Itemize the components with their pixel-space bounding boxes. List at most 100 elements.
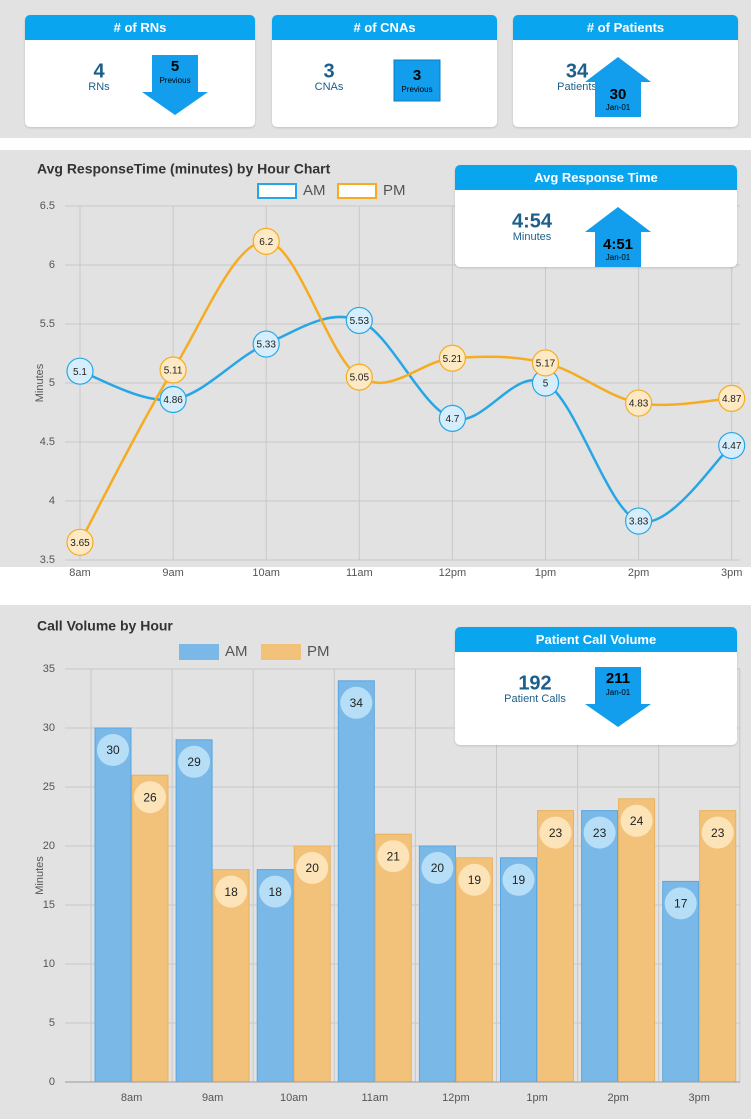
legend-swatch [179,644,219,660]
data-label: 5.11 [164,366,183,377]
x-tick-label: 8am [69,567,90,579]
data-label: 34 [350,696,364,710]
data-point [66,357,94,385]
data-label: 5 [543,379,549,390]
card-label: RNs [88,81,110,93]
bar [94,727,132,1083]
data-label: 18 [269,885,283,899]
chart-title: Avg ResponseTime (minutes) by Hour Chart [37,161,331,177]
y-tick-label: 5.5 [40,318,55,330]
card-label: Patient Calls [504,693,566,705]
card-label: Patients [557,81,597,93]
x-tick-label: 1pm [535,567,556,579]
y-tick-label: 4.5 [40,436,55,448]
legend-label: AM [225,643,248,660]
compare-value: 5 [171,58,179,75]
stat-card: # of CNAs 3 CNAs 3 Previous [272,15,497,127]
stat-card: Patient Call Volume 192 Patient Calls 211 Ja… [455,627,737,745]
data-point [718,384,746,412]
bar [581,810,619,1083]
legend-label: PM [383,182,406,199]
y-tick-label: 15 [43,899,55,911]
x-tick-label: 12pm [439,567,467,579]
data-label-bg [296,852,329,884]
data-label: 5.05 [350,373,370,384]
data-label: 4.83 [629,399,649,410]
data-label: 5.17 [536,359,556,370]
data-label: 4.86 [163,395,183,406]
data-label: 19 [468,873,482,887]
data-point [624,389,653,417]
data-label: 5.21 [443,354,463,365]
data-label-bg [134,781,166,814]
data-label-bg [340,686,373,719]
x-tick-label: 10am [280,1092,308,1104]
y-tick-label: 10 [43,958,55,970]
bar [618,798,656,1083]
y-tick-label: 5 [49,1017,55,1029]
data-point [718,431,746,460]
data-point [438,404,466,432]
x-tick-label: 3pm [721,567,742,579]
bar [337,680,375,1083]
bar [374,833,412,1083]
x-tick-label: 1pm [526,1092,547,1104]
x-tick-label: 9am [162,567,183,579]
data-label: 3.83 [629,517,649,528]
data-label: 19 [512,873,526,887]
card-value: 4:54 [512,210,553,232]
y-tick-label: 6.5 [40,200,55,212]
x-tick-label: 12pm [442,1092,470,1104]
bar [699,810,737,1083]
data-label-bg [421,852,454,884]
data-label-bg [377,840,410,873]
data-point [159,385,187,414]
card-value: 34 [566,60,589,82]
compare-label: Previous [159,76,190,85]
card-label: Minutes [513,231,552,243]
y-tick-label: 3.5 [40,554,55,566]
data-label: 20 [431,861,445,875]
stat-card: # of Patients 34 Patients 30 Jan-01 [513,15,738,127]
y-tick-label: 6 [49,259,55,271]
data-label-bg [664,887,697,920]
data-label-bg [259,875,292,908]
card-value: 3 [323,60,334,82]
data-label: 26 [143,790,157,804]
data-point [252,227,280,255]
data-label: 23 [711,826,725,840]
chart-title: Call Volume by Hour [37,618,173,634]
bar [418,845,456,1083]
compare-box [393,59,441,102]
data-label-bg [701,816,734,849]
y-axis-label: Minutes [34,363,46,402]
bar [175,739,213,1083]
data-point [624,507,653,535]
x-tick-label: 11am [361,1092,388,1104]
y-tick-label: 4 [49,495,55,507]
y-tick-label: 25 [43,781,55,793]
y-tick-label: 30 [43,722,55,734]
legend-swatch [261,644,301,660]
card-label: CNAs [315,81,344,93]
card-value: 192 [518,672,551,694]
card-value: 4 [93,60,105,82]
data-label-bg [215,875,248,908]
compare-label: Jan-01 [606,103,631,112]
bar [293,845,331,1083]
data-label-bg [620,804,653,837]
arrow-up [585,207,651,267]
compare-label: Jan-01 [606,688,631,697]
data-label-bg [502,863,535,896]
stat-card: # of RNs 4 RNs 5 Previous [25,15,255,127]
data-point [438,344,466,372]
data-point [66,528,94,556]
x-tick-label: 9am [202,1092,223,1104]
compare-label: Previous [401,85,432,94]
data-label: 4.7 [445,414,459,425]
data-label: 5.1 [73,367,87,378]
